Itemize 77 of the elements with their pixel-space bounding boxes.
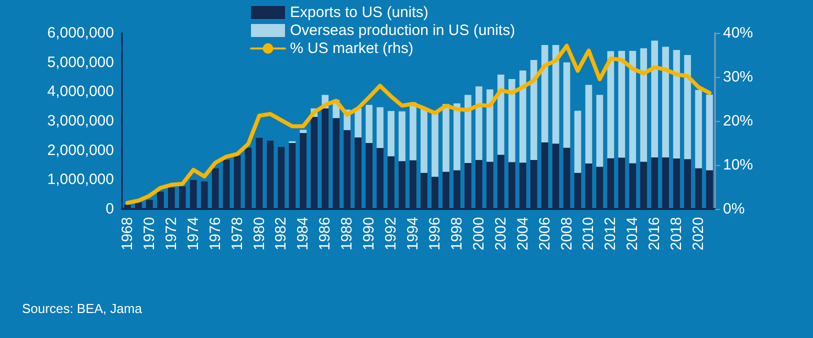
bar	[596, 94, 604, 167]
bar	[629, 50, 636, 164]
bar	[398, 111, 406, 162]
bar	[607, 51, 614, 158]
bar	[651, 40, 658, 158]
x-tick-label: 2012	[602, 217, 620, 250]
x-tick-label: 1994	[404, 217, 422, 250]
x-tick-label: 2008	[558, 217, 576, 250]
x-tick-label: 1998	[448, 217, 466, 250]
bar	[366, 104, 372, 143]
x-tick-label: 2016	[646, 217, 664, 250]
x-tick-label: 1980	[250, 217, 268, 250]
x-tick-label: 1972	[162, 217, 180, 250]
x-tick-label: 1996	[426, 217, 444, 250]
legend-label: Exports to US (units)	[290, 4, 428, 21]
y-tick-label: 5,000,000	[47, 54, 114, 71]
x-tick-label: 2002	[492, 217, 510, 250]
bar	[486, 89, 494, 162]
bar	[563, 62, 570, 148]
bar	[454, 103, 460, 170]
bar	[552, 45, 560, 144]
bar	[519, 70, 526, 163]
x-tick-label: 2004	[514, 217, 532, 250]
x-tick-label: 1986	[316, 217, 334, 250]
bar	[464, 94, 472, 163]
bar	[530, 60, 538, 160]
bar	[475, 86, 482, 160]
y-tick-label: 2,000,000	[47, 142, 114, 159]
x-tick-label: 2000	[470, 217, 488, 250]
bar	[420, 108, 428, 173]
x-tick-label: 1970	[140, 217, 158, 250]
bar	[695, 90, 702, 168]
line-series	[125, 44, 712, 205]
y-tick-label: 1,000,000	[47, 171, 114, 188]
bar	[497, 74, 504, 155]
bar	[508, 79, 516, 162]
bar	[388, 111, 394, 156]
x-tick-label: 2010	[580, 217, 598, 250]
bar	[442, 104, 450, 172]
bar	[410, 102, 416, 160]
bar	[640, 48, 648, 162]
source-note: Sources: BEA, Jama	[22, 301, 143, 316]
bar	[706, 94, 713, 170]
legend-label: % US market (rhs)	[290, 40, 414, 57]
y-tick-label: 3,000,000	[47, 112, 114, 130]
x-tick-label: 1968	[118, 217, 136, 250]
x-tick-label: 2006	[536, 217, 554, 250]
bar	[541, 45, 548, 142]
y2-tick-label: 30%	[723, 68, 754, 86]
x-tick-label: 1982	[272, 217, 290, 250]
bar	[585, 84, 592, 164]
x-tick-label: 2014	[624, 217, 642, 250]
bar	[673, 50, 680, 159]
bar	[432, 112, 438, 177]
bar	[684, 55, 691, 160]
y-tick-label: 6,000,000	[47, 24, 114, 42]
y-tick-label: 0	[106, 200, 114, 218]
x-tick-label: 1990	[360, 217, 378, 250]
y2-tick-label: 0%	[723, 200, 745, 218]
y2-tick-label: 20%	[723, 112, 754, 130]
y2-tick-label: 40%	[723, 24, 754, 42]
x-tick-label: 1976	[206, 217, 224, 250]
x-tick-label: 2018	[668, 217, 686, 250]
legend-label: Overseas production in US (units)	[290, 22, 516, 39]
bar	[618, 50, 626, 158]
x-tick-label: 1974	[184, 217, 202, 250]
x-tick-label: 1988	[338, 217, 356, 250]
bar	[354, 108, 362, 138]
x-tick-label: 2020	[690, 217, 708, 250]
bar	[376, 107, 384, 148]
y2-tick-label: 10%	[723, 156, 754, 174]
x-tick-label: 1984	[294, 217, 312, 250]
y-tick-label: 4,000,000	[47, 83, 114, 100]
x-tick-label: 1978	[228, 217, 246, 250]
bar	[574, 110, 582, 173]
x-tick-label: 1992	[382, 217, 400, 250]
bar	[662, 46, 669, 158]
